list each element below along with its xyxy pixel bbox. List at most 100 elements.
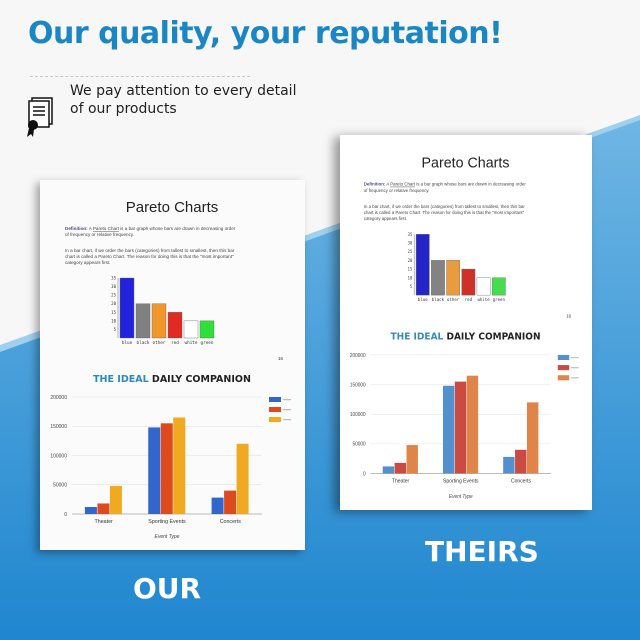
pareto-y-tick: 10 (408, 275, 413, 280)
y-tick-label: 150000 (350, 382, 366, 388)
paragraph-text: category appears first. (65, 260, 110, 265)
certificate-icon (27, 97, 53, 137)
legend-text (571, 356, 579, 359)
companion-title-accent: THE IDEAL (391, 331, 444, 342)
pareto-y-tick: 30 (111, 284, 116, 289)
definition-text: A (385, 182, 390, 187)
bar-theater-1 (97, 503, 110, 514)
bar-sporting-events-0 (148, 427, 161, 514)
y-tick-label: 0 (64, 512, 67, 518)
pareto-y-tick: 25 (111, 293, 116, 298)
pareto-bar-red (461, 268, 476, 296)
pareto-bar-black (431, 260, 445, 296)
pareto-y-tick: 35 (408, 232, 413, 237)
pareto-x-label: other (153, 340, 166, 346)
pareto-y-tick: 30 (408, 240, 413, 245)
legend-swatch (557, 375, 570, 381)
bar-concerts-1 (224, 490, 237, 514)
legend-text (283, 399, 291, 401)
definition-text: is a bar graph whose bars are drawn in d… (119, 226, 236, 231)
legend-text (571, 377, 579, 379)
definition-text: Definition: A Pareto Chart is a bar grap… (364, 182, 526, 187)
pareto-bar-white (183, 320, 199, 339)
x-tick-label: Theater (392, 479, 410, 485)
bar-theater-0 (382, 466, 395, 474)
companion-title: THE IDEAL DAILY COMPANION (93, 374, 251, 385)
legend-swatch (269, 397, 281, 402)
paragraph-text: chart is called a Pareto Chart. The reas… (65, 254, 234, 259)
doc-title: Pareto Charts (126, 199, 219, 216)
pareto-bar-red (167, 312, 183, 339)
legend-swatch (269, 417, 281, 422)
bar-sporting-events-2 (466, 375, 479, 474)
our-document-page: Pareto Charts Definition: A Pareto Chart … (40, 180, 305, 550)
pareto-x-label: green (493, 297, 506, 302)
pareto-x-label: blue (418, 297, 428, 302)
pareto-bar-green (491, 277, 506, 296)
divider (30, 76, 250, 77)
legend-swatch (557, 354, 570, 360)
pareto-y-tick: 25 (408, 249, 413, 254)
definition-label: Definition: (65, 226, 88, 231)
pareto-y-tick: 15 (408, 266, 413, 271)
pareto-bar-blue (119, 277, 135, 339)
pareto-y-tick: 10 (111, 318, 116, 323)
definition-label: Definition: (364, 182, 386, 187)
pareto-y-tick: 20 (408, 258, 413, 263)
bar-sporting-events-2 (173, 417, 186, 514)
pareto-x-label: red (171, 340, 179, 346)
pareto-x-label: red (465, 297, 473, 302)
pareto-x-label: black (432, 297, 445, 302)
headline: Our quality, your reputation! (28, 16, 503, 51)
x-tick-label: Concerts (511, 479, 531, 485)
definition-term: Pareto Chart (93, 226, 120, 231)
page-number: 16 (566, 313, 571, 318)
y-tick-label: 200000 (350, 353, 366, 359)
legend-text (571, 367, 579, 369)
paragraph-text: In a bar chart, if we order the bars (ca… (364, 204, 525, 209)
bar-sporting-events-1 (454, 381, 467, 474)
legend-swatch (269, 407, 281, 412)
theirs-label: THEIRS (425, 535, 539, 568)
x-tick-label: Theater (95, 519, 113, 525)
y-tick-label: 50000 (352, 442, 365, 448)
definition-term: Pareto Chart (390, 182, 415, 187)
our-label: OUR (133, 572, 202, 605)
bar-theater-0 (84, 506, 97, 514)
pareto-x-label: black (137, 340, 150, 346)
bar-sporting-events-0 (442, 385, 455, 474)
doc-title: Pareto Charts (422, 155, 510, 172)
page-number: 16 (278, 356, 284, 361)
pareto-bar-black (135, 303, 151, 339)
pareto-y-tick: 15 (111, 310, 116, 315)
x-axis-label: Event Type (449, 494, 473, 500)
bar-theater-2 (406, 445, 418, 474)
subtitle-line: We pay attention to every detail (70, 83, 297, 99)
bar-concerts-2 (236, 443, 249, 514)
paragraph-text: category appears first. (364, 216, 407, 221)
bar-concerts-1 (515, 449, 527, 474)
pareto-y-tick: 20 (111, 301, 116, 306)
pareto-bar-other (151, 303, 167, 339)
companion-title-rest: DAILY COMPANION (149, 374, 251, 385)
y-tick-label: 50000 (53, 483, 67, 489)
companion-title: THE IDEAL DAILY COMPANION (391, 331, 541, 342)
x-tick-label: Sporting Events (443, 479, 479, 485)
legend-text (283, 409, 291, 411)
document-content: Pareto Charts Definition: A Pareto Chart … (350, 155, 579, 500)
pareto-y-tick: 5 (114, 327, 117, 332)
paragraph-text: chart is called a Pareto Chart. The reas… (364, 210, 525, 215)
companion-title-rest: DAILY COMPANION (443, 331, 540, 342)
pareto-bar-blue (415, 234, 430, 296)
bar-sporting-events-1 (160, 423, 173, 514)
definition-text: of frequency or relative frequency. (364, 188, 430, 193)
bar-concerts-0 (211, 497, 224, 514)
y-tick-label: 150000 (50, 424, 67, 430)
legend-swatch (557, 365, 570, 371)
definition-text: A (88, 226, 93, 231)
definition-text: Definition: A Pareto Chart is a bar grap… (65, 226, 236, 231)
bar-concerts-2 (526, 402, 539, 474)
pareto-y-tick: 5 (410, 284, 413, 289)
bar-theater-2 (109, 485, 122, 514)
subtitle: We pay attention to every detail of our … (70, 82, 296, 118)
